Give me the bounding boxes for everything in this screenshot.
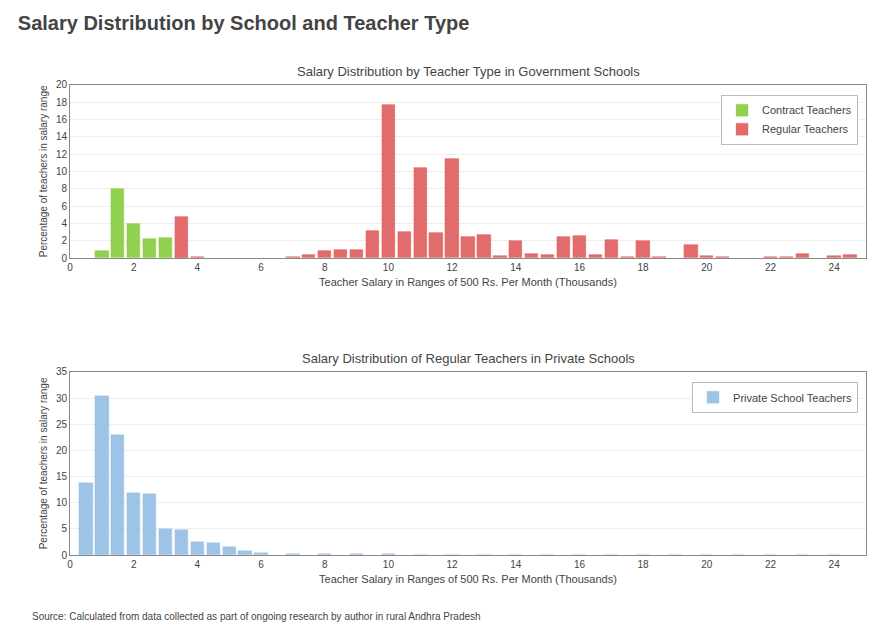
svg-text:Percentage of teachers in sala: Percentage of teachers in salary range [38, 377, 49, 549]
svg-text:22: 22 [765, 559, 777, 570]
svg-text:20: 20 [56, 445, 68, 456]
svg-text:5: 5 [61, 523, 67, 534]
svg-text:14: 14 [510, 262, 522, 273]
svg-text:0: 0 [61, 253, 67, 264]
svg-text:20: 20 [701, 262, 713, 273]
svg-text:Teacher Salary in Ranges of 50: Teacher Salary in Ranges of 500 Rs. Per … [319, 573, 617, 585]
svg-text:8: 8 [322, 262, 328, 273]
svg-text:20: 20 [701, 559, 713, 570]
svg-text:Teacher Salary in Ranges of 50: Teacher Salary in Ranges of 500 Rs. Per … [319, 276, 617, 288]
svg-text:22: 22 [765, 262, 777, 273]
svg-text:4: 4 [195, 559, 201, 570]
svg-text:12: 12 [447, 262, 459, 273]
svg-text:8: 8 [322, 559, 328, 570]
svg-text:4: 4 [61, 218, 67, 229]
svg-text:6: 6 [258, 262, 264, 273]
svg-text:14: 14 [56, 131, 68, 142]
svg-text:35: 35 [56, 366, 68, 377]
svg-text:6: 6 [61, 201, 67, 212]
svg-text:18: 18 [638, 559, 650, 570]
svg-text:12: 12 [56, 149, 68, 160]
svg-text:4: 4 [195, 262, 201, 273]
svg-text:18: 18 [56, 97, 68, 108]
svg-text:Percentage of teachers in sala: Percentage of teachers in salary range [38, 85, 49, 257]
svg-text:24: 24 [829, 559, 841, 570]
svg-text:10: 10 [383, 262, 395, 273]
svg-text:0: 0 [67, 262, 73, 273]
svg-text:12: 12 [447, 559, 459, 570]
svg-text:0: 0 [61, 550, 67, 561]
svg-text:24: 24 [829, 262, 841, 273]
svg-text:Salary Distribution by School: Salary Distribution by School and Teache… [18, 12, 470, 34]
svg-text:2: 2 [131, 262, 137, 273]
svg-text:Regular Teachers: Regular Teachers [762, 123, 849, 135]
svg-text:10: 10 [56, 497, 68, 508]
svg-text:10: 10 [56, 166, 68, 177]
svg-text:2: 2 [61, 235, 67, 246]
svg-text:18: 18 [638, 262, 650, 273]
svg-text:30: 30 [56, 393, 68, 404]
svg-text:16: 16 [574, 262, 586, 273]
svg-text:Private School Teachers: Private School Teachers [733, 392, 852, 404]
svg-text:14: 14 [510, 559, 522, 570]
svg-text:10: 10 [383, 559, 395, 570]
svg-text:15: 15 [56, 471, 68, 482]
svg-text:25: 25 [56, 419, 68, 430]
svg-text:0: 0 [67, 559, 73, 570]
svg-text:Source: Calculated from data c: Source: Calculated from data collected a… [32, 611, 481, 622]
svg-text:6: 6 [258, 559, 264, 570]
svg-text:20: 20 [56, 79, 68, 90]
svg-text:Salary Distribution by Teacher: Salary Distribution by Teacher Type in G… [297, 64, 640, 79]
svg-text:2: 2 [131, 559, 137, 570]
svg-text:16: 16 [574, 559, 586, 570]
svg-text:16: 16 [56, 114, 68, 125]
svg-text:Salary Distribution of Regular: Salary Distribution of Regular Teachers … [302, 351, 635, 366]
svg-text:Contract Teachers: Contract Teachers [762, 104, 852, 116]
svg-text:8: 8 [61, 183, 67, 194]
